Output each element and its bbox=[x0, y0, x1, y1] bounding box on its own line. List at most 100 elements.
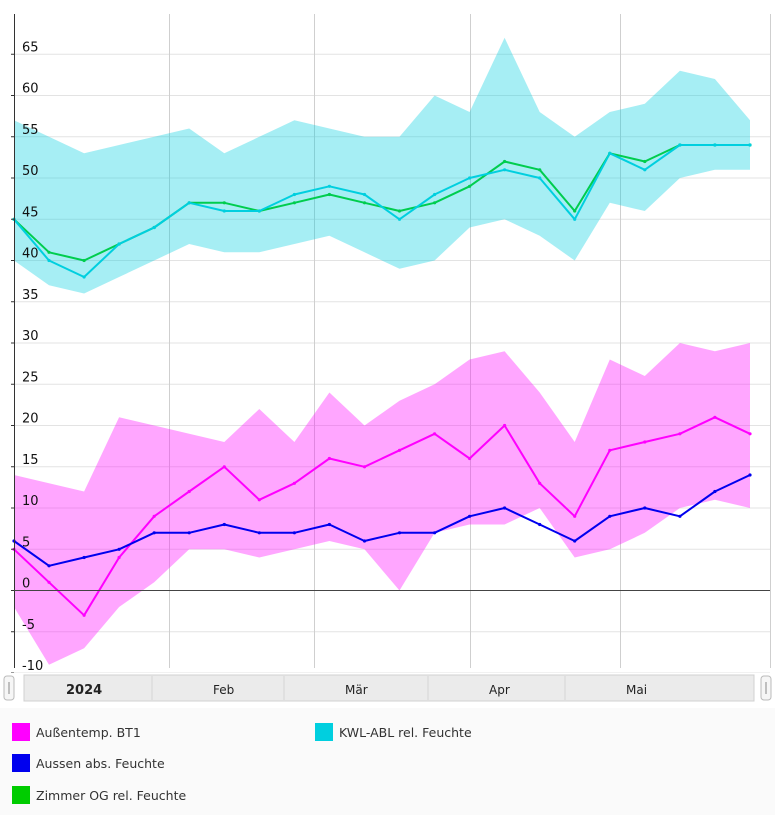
series-1-point-9 bbox=[327, 522, 331, 527]
series-1-point-12 bbox=[433, 531, 437, 535]
series-0-point-12 bbox=[433, 432, 437, 436]
series-1-point-5 bbox=[187, 531, 191, 535]
series-1-point-2 bbox=[82, 555, 86, 560]
legend-item-aussen-abs-feuchte[interactable]: Aussen abs. Feuchte bbox=[12, 754, 165, 772]
series-1-point-10 bbox=[362, 539, 367, 543]
series-3-range-band bbox=[14, 37, 750, 294]
series-1-point-15 bbox=[538, 522, 542, 527]
series-3-point-20 bbox=[713, 143, 717, 147]
series-3-point-16 bbox=[573, 217, 577, 221]
y-tick-label-5: 40 bbox=[22, 247, 39, 262]
navigator-label-0: 2024 bbox=[66, 683, 102, 698]
legend-label-zimmer-og: Zimmer OG rel. Feuchte bbox=[36, 787, 187, 803]
series-2-point-2 bbox=[82, 258, 86, 263]
series-3-point-19 bbox=[678, 143, 682, 147]
series-0-point-16 bbox=[573, 514, 577, 518]
series-0-point-9 bbox=[327, 456, 331, 461]
legend-label-kwl-abl: KWL-ABL rel. Feuchte bbox=[339, 724, 472, 740]
series-2-point-18 bbox=[643, 159, 647, 164]
legend-item-zimmer-og[interactable]: Zimmer OG rel. Feuchte bbox=[12, 786, 186, 804]
series-2-point-6 bbox=[222, 201, 226, 205]
series-1-point-4 bbox=[152, 531, 156, 535]
series-0-point-2 bbox=[82, 613, 86, 617]
series-0-point-19 bbox=[678, 432, 682, 436]
navigator-label-3: Apr bbox=[489, 683, 510, 697]
series-2-point-13 bbox=[468, 184, 472, 188]
series-0-line bbox=[13, 416, 751, 617]
series-3-point-14 bbox=[503, 168, 507, 172]
series-2-point-14 bbox=[503, 159, 507, 164]
series-0-point-20 bbox=[713, 415, 717, 419]
series-1-point-14 bbox=[503, 506, 507, 510]
legend-swatch-kwl-abl bbox=[315, 723, 333, 741]
series-1-point-8 bbox=[292, 531, 296, 535]
y-tick-label-6: 35 bbox=[22, 288, 39, 303]
series-0-point-11 bbox=[397, 448, 402, 452]
series-0-point-18 bbox=[643, 440, 647, 444]
legend: Außentemp. BT1 Aussen abs. Feuchte Zimme… bbox=[0, 708, 775, 815]
y-tick-label-7: 30 bbox=[22, 329, 39, 344]
series-0-point-3 bbox=[117, 555, 121, 560]
series-2-point-9 bbox=[327, 192, 331, 197]
plot-area bbox=[14, 14, 770, 668]
series-1-point-17 bbox=[608, 514, 612, 518]
series-1-point-11 bbox=[397, 531, 402, 535]
legend-label-aussen-abs-feuchte: Aussen abs. Feuchte bbox=[36, 755, 165, 771]
series-1-point-7 bbox=[257, 531, 261, 535]
series-0-point-5 bbox=[187, 489, 191, 494]
series-0-point-7 bbox=[257, 498, 261, 502]
series-3-point-8 bbox=[292, 192, 296, 197]
series-3-point-9 bbox=[327, 184, 331, 188]
series-0-point-13 bbox=[468, 456, 472, 461]
navigator-track bbox=[23, 674, 755, 702]
series-2-point-1 bbox=[47, 250, 51, 254]
series-1-point-13 bbox=[468, 514, 472, 518]
y-tick-label-14: -5 bbox=[22, 618, 35, 633]
y-tick-label-12: 5 bbox=[22, 535, 30, 550]
y-tick-label-2: 55 bbox=[22, 123, 39, 138]
y-tick-label-8: 25 bbox=[22, 370, 39, 385]
series-1-point-1 bbox=[47, 564, 51, 568]
series-3-point-11 bbox=[397, 217, 402, 221]
series-3-point-12 bbox=[433, 192, 437, 197]
legend-item-kwl-abl[interactable]: KWL-ABL rel. Feuchte bbox=[315, 723, 472, 741]
legend-label-aussentemp: Außentemp. BT1 bbox=[36, 724, 141, 740]
series-0-point-15 bbox=[538, 481, 542, 485]
series-0-point-17 bbox=[608, 448, 612, 452]
series-2-point-11 bbox=[397, 209, 402, 213]
series-3-point-10 bbox=[362, 192, 367, 197]
series-0-point-4 bbox=[152, 514, 156, 518]
legend-swatch-aussentemp bbox=[12, 723, 30, 741]
series-0-point-1 bbox=[47, 580, 51, 584]
series-3-point-4 bbox=[152, 225, 156, 230]
navigator-label-4: Mai bbox=[626, 683, 647, 697]
series-1-line bbox=[13, 474, 751, 567]
series-2-point-8 bbox=[292, 201, 296, 205]
y-tick-label-13: 0 bbox=[22, 577, 30, 592]
y-tick-label-9: 20 bbox=[22, 412, 39, 427]
y-tick-label-11: 10 bbox=[22, 494, 39, 509]
series-1-point-16 bbox=[573, 539, 577, 543]
series-2-point-10 bbox=[362, 201, 367, 205]
series-3-point-13 bbox=[468, 176, 472, 180]
series-2-point-16 bbox=[573, 209, 577, 213]
navigator-label-2: Mär bbox=[345, 683, 368, 697]
series-2-point-15 bbox=[538, 168, 542, 172]
legend-swatch-aussen-abs-feuchte bbox=[12, 754, 30, 772]
series-0-point-10 bbox=[362, 465, 367, 469]
series-3-point-15 bbox=[538, 176, 542, 180]
series-0-point-21 bbox=[748, 432, 752, 436]
y-tick-label-4: 45 bbox=[22, 205, 39, 220]
y-tick-label-10: 15 bbox=[22, 453, 39, 468]
legend-item-aussentemp[interactable]: Außentemp. BT1 bbox=[12, 723, 141, 741]
series-1-point-6 bbox=[222, 522, 226, 527]
series-3-point-1 bbox=[47, 258, 51, 263]
series-1-point-20 bbox=[713, 489, 717, 494]
y-tick-label-0: 65 bbox=[22, 40, 39, 55]
series-3-point-21 bbox=[748, 143, 752, 147]
series-3-point-3 bbox=[117, 242, 121, 246]
series-3-point-7 bbox=[257, 209, 261, 213]
navigator-label-1: Feb bbox=[213, 683, 234, 697]
